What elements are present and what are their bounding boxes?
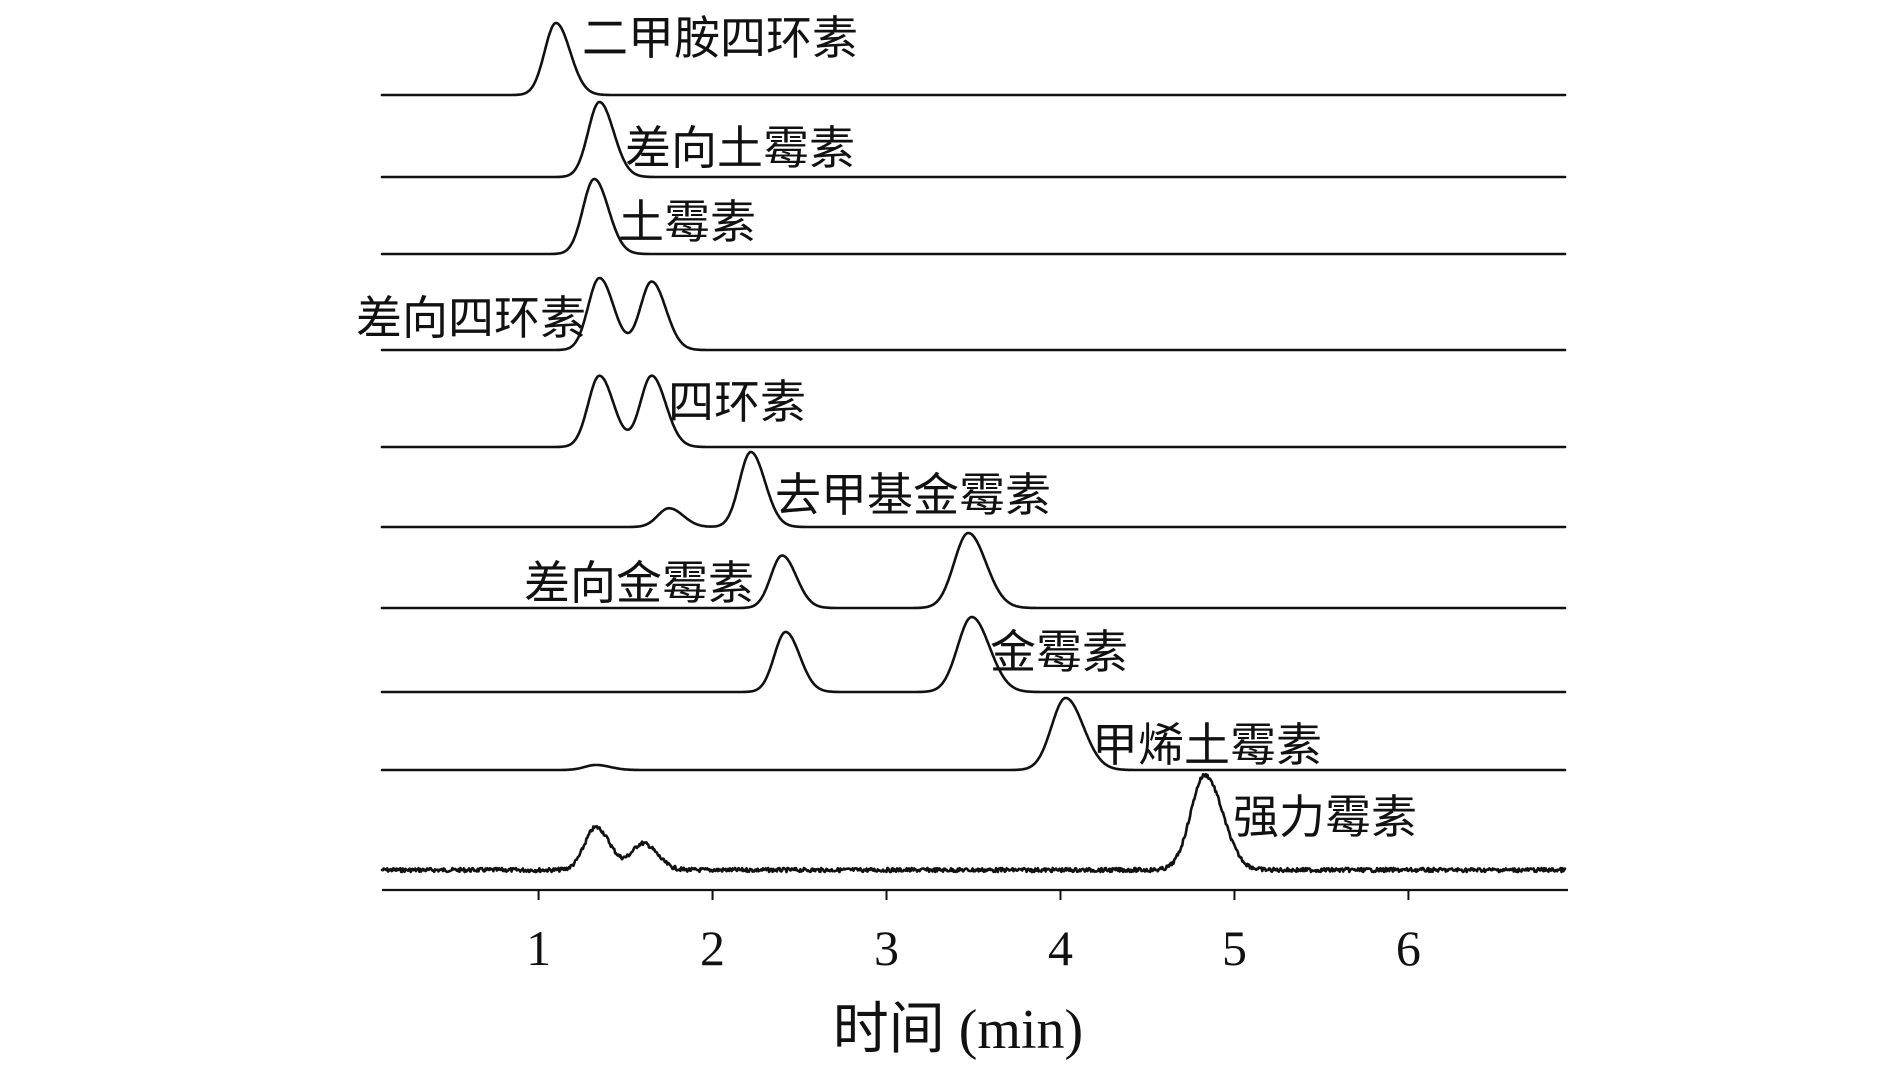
traces-group xyxy=(380,21,1567,874)
x-tick-label-4: 4 xyxy=(1048,920,1073,976)
trace-6 xyxy=(380,450,1567,529)
series-label-5: 四环素 xyxy=(668,375,806,429)
trace-3 xyxy=(380,177,1567,256)
x-axis-title: 时间 (min) xyxy=(833,999,1083,1061)
series-labels-group: 二甲胺四环素差向土霉素土霉素差向四环素四环素去甲基金霉素差向金霉素金霉素甲烯土霉… xyxy=(356,11,1417,844)
trace-9 xyxy=(380,696,1567,772)
trace-5 xyxy=(380,374,1567,449)
series-label-4: 差向四环素 xyxy=(356,291,586,345)
trace-4 xyxy=(380,276,1567,352)
x-tick-label-5: 5 xyxy=(1222,920,1247,976)
series-label-8: 金霉素 xyxy=(990,625,1128,679)
x-tick-label-2: 2 xyxy=(700,920,725,976)
series-label-3: 土霉素 xyxy=(618,195,756,249)
trace-7 xyxy=(380,531,1567,610)
trace-2 xyxy=(380,100,1567,179)
series-label-2: 差向土霉素 xyxy=(625,121,855,175)
x-axis-ticks: 1 2 3 4 5 6 xyxy=(526,890,1421,976)
trace-10 xyxy=(380,772,1567,874)
series-label-10: 强力霉素 xyxy=(1233,790,1417,844)
x-tick-label-6: 6 xyxy=(1396,920,1421,976)
series-label-6: 去甲基金霉素 xyxy=(775,468,1051,522)
x-tick-label-1: 1 xyxy=(526,920,551,976)
x-tick-label-3: 3 xyxy=(874,920,899,976)
trace-1 xyxy=(380,21,1567,97)
series-label-1: 二甲胺四环素 xyxy=(582,11,858,65)
trace-8 xyxy=(380,615,1567,694)
series-label-9: 甲烯土霉素 xyxy=(1092,718,1322,772)
series-label-7: 差向金霉素 xyxy=(524,556,754,610)
